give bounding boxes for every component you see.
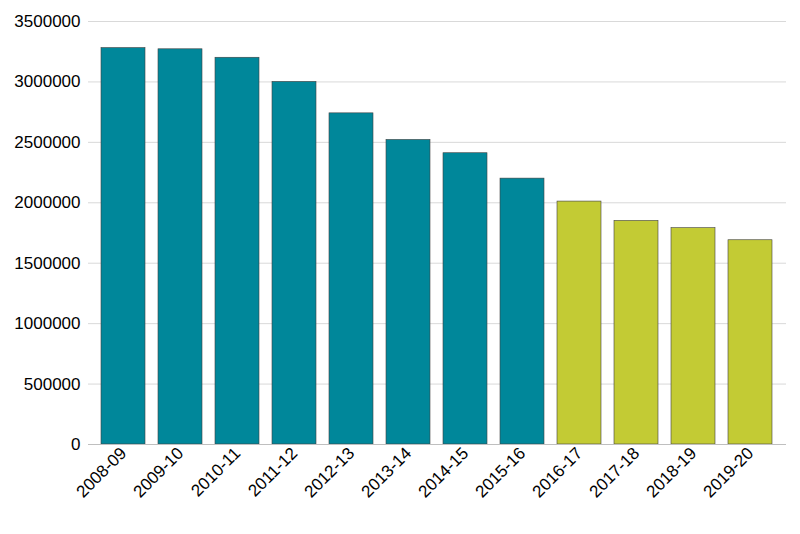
svg-text:2015-16: 2015-16	[472, 444, 530, 502]
svg-text:2019-20: 2019-20	[700, 444, 758, 502]
svg-text:2018-19: 2018-19	[643, 444, 701, 502]
svg-text:500000: 500000	[24, 375, 81, 394]
svg-text:3000000: 3000000	[14, 72, 80, 91]
svg-text:2010-11: 2010-11	[188, 444, 245, 501]
svg-text:2000000: 2000000	[14, 193, 80, 212]
svg-text:1000000: 1000000	[14, 314, 80, 333]
svg-text:2014-15: 2014-15	[415, 444, 473, 502]
svg-text:1500000: 1500000	[14, 254, 80, 273]
svg-text:3500000: 3500000	[14, 12, 80, 31]
svg-text:2500000: 2500000	[14, 133, 80, 152]
svg-text:2011-12: 2011-12	[245, 444, 302, 501]
svg-text:2012-13: 2012-13	[301, 444, 359, 502]
svg-text:2009-10: 2009-10	[130, 444, 188, 502]
svg-text:2013-14: 2013-14	[358, 444, 416, 502]
svg-text:2008-09: 2008-09	[73, 444, 131, 502]
svg-text:0: 0	[71, 435, 80, 454]
svg-text:2017-18: 2017-18	[586, 444, 644, 502]
svg-text:2016-17: 2016-17	[529, 444, 587, 502]
